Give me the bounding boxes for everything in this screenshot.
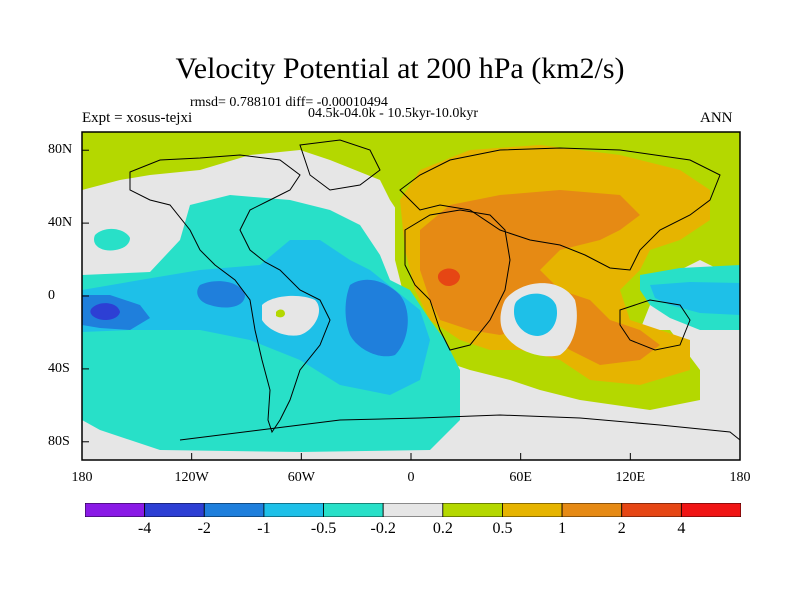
colorbar-label: 0.2 [432,520,453,537]
season-label: ANN [700,110,733,126]
x-tick-label: 120E [615,470,646,485]
contour-neg-0.5-west-pacific [650,282,740,315]
contour-pos-0.2-south-america [276,309,285,318]
coastlines [129,139,740,441]
y-tick-label: 40N [48,215,73,231]
period-text: 04.5k-04.0k - 10.5kyr-10.0kyr [308,106,479,121]
contour-pos-2 [437,268,460,286]
x-tick-label: 180 [71,470,93,485]
colorbar-label: -1 [257,520,271,537]
colorbar-label: 0.5 [492,520,513,537]
colorbar-swatch [382,503,444,517]
neutral-pocket-south-america [262,295,320,336]
colorbar-label: -4 [137,520,152,537]
x-tick-label: 60E [509,470,532,485]
colorbar-label: -0.2 [370,520,396,537]
colorbar-label: 1 [558,520,567,537]
colorbar-swatch [561,503,623,517]
colorbar-swatch [263,503,324,517]
contour-neg-1-east-pacific [197,281,245,308]
y-tick-label: 80N [48,142,73,158]
x-tick-label: 0 [407,470,415,485]
colorbar-swatch [85,503,146,517]
y-tick-label: 0 [48,288,55,303]
x-tick-label: 180 [729,470,751,485]
colorbar-swatch [144,503,205,517]
colorbar-swatch [323,503,384,517]
colorbar-swatch [203,503,265,517]
axis-ticks [81,149,741,460]
x-tick-label: 120W [174,470,209,485]
contour-fill [82,132,740,460]
colorbar-swatch [621,503,682,517]
colorbar-label: -0.5 [310,520,337,537]
contour-neg-0.2-indian-ocean [514,293,558,336]
colorbar-label: 4 [677,520,686,537]
colorbar-swatch [680,503,741,517]
experiment-label: Expt = xosus-tejxi [82,110,193,126]
x-tick-label: 60W [287,470,315,485]
contour-neg-2 [90,303,120,320]
colorbar-label: 2 [617,520,626,537]
contour-pos-1 [420,190,660,365]
colorbar-swatch [442,503,503,517]
y-tick-label: 40S [48,360,70,376]
y-tick-label: 80S [48,433,70,449]
colorbar [85,503,741,517]
colorbar-swatch [502,503,563,517]
contour-neg-0.2-central-pacific [94,228,130,251]
contour-neg-0.5 [82,240,430,395]
plot-title: Velocity Potential at 200 hPa (km2/s) [175,52,625,85]
contour-neg-1 [345,279,408,357]
stats-text: rmsd= 0.788101 diff= -0.00010494 [190,95,388,110]
colorbar-label: -2 [197,520,211,537]
